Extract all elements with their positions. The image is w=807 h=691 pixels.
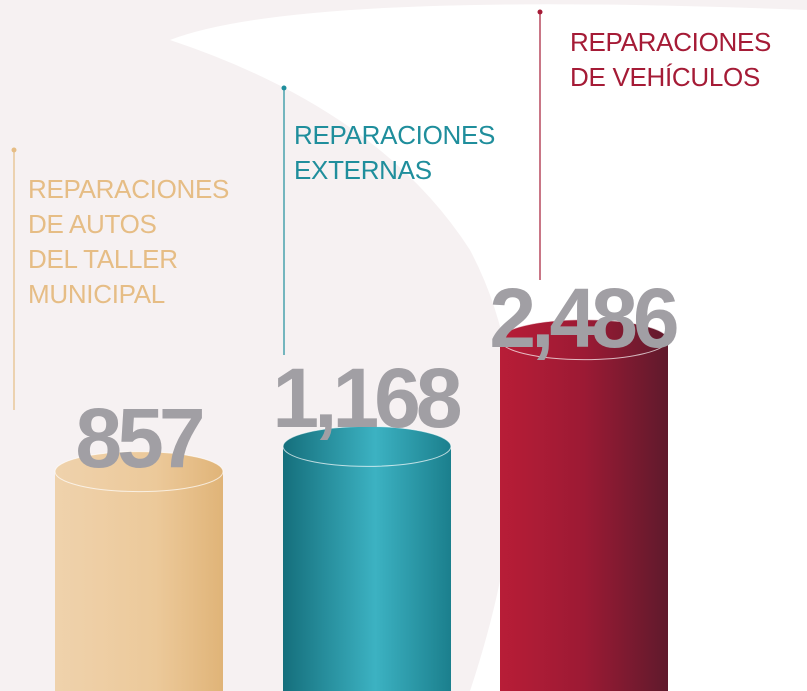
category-line: DE VEHÍCULOS [570, 62, 761, 92]
category-line: REPARACIONES [28, 174, 230, 204]
category-line: MUNICIPAL [28, 279, 165, 309]
category-label: REPARACIONES EXTERNAS [294, 118, 495, 188]
value-label: 857 [75, 391, 202, 485]
bar-top [282, 425, 452, 467]
bar-top [54, 451, 224, 493]
category-line: DEL TALLER [28, 244, 178, 274]
leader-dot [281, 85, 287, 91]
bar [283, 426, 451, 691]
value-label: 1,168 [272, 351, 460, 445]
bar [500, 319, 668, 691]
leader-dot [11, 147, 17, 153]
leader-dot [537, 9, 543, 15]
category-label: REPARACIONES DE VEHÍCULOS [570, 25, 771, 95]
category-line: DE AUTOS [28, 209, 157, 239]
category-line: REPARACIONES [294, 120, 496, 150]
category-line: EXTERNAS [294, 155, 432, 185]
category-line: REPARACIONES [570, 27, 772, 57]
bar-top [499, 319, 669, 361]
bar [55, 451, 223, 691]
category-label: REPARACIONES DE AUTOS DEL TALLER MUNICIPAL [28, 172, 229, 312]
value-label: 2,486 [489, 271, 676, 365]
